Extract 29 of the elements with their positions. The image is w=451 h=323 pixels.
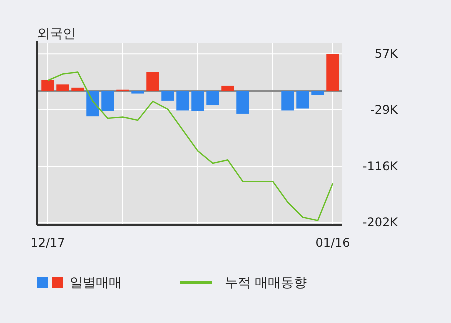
bar	[72, 88, 84, 92]
bar	[236, 91, 250, 114]
bar	[296, 91, 310, 109]
legend-item: 누적 매매동향	[180, 276, 308, 291]
bar	[56, 84, 70, 92]
chart-title: 외국인	[37, 27, 76, 42]
bar	[206, 91, 220, 106]
bar	[162, 91, 174, 101]
y-tick-label: -116K	[362, 160, 400, 174]
bar	[86, 91, 100, 117]
bar	[326, 54, 340, 92]
y-tick-label: -202K	[362, 216, 400, 230]
bar	[192, 91, 204, 112]
bar	[176, 91, 190, 111]
bar	[132, 91, 144, 94]
x-tick-label: 12/17	[30, 236, 66, 250]
legend-label: 누적 매매동향	[225, 276, 308, 291]
legend-label: 일별매매	[70, 276, 122, 291]
bar	[222, 86, 234, 92]
legend-item: 일별매매	[37, 276, 122, 291]
y-tick-label: -29K	[370, 103, 400, 118]
bar	[102, 91, 114, 112]
x-tick-label: 01/16	[316, 236, 350, 250]
y-tick-label: 57K	[374, 47, 400, 62]
bar	[42, 80, 54, 92]
bar	[312, 91, 324, 96]
bar	[282, 91, 294, 111]
line-series	[47, 72, 334, 222]
bar	[146, 72, 160, 92]
